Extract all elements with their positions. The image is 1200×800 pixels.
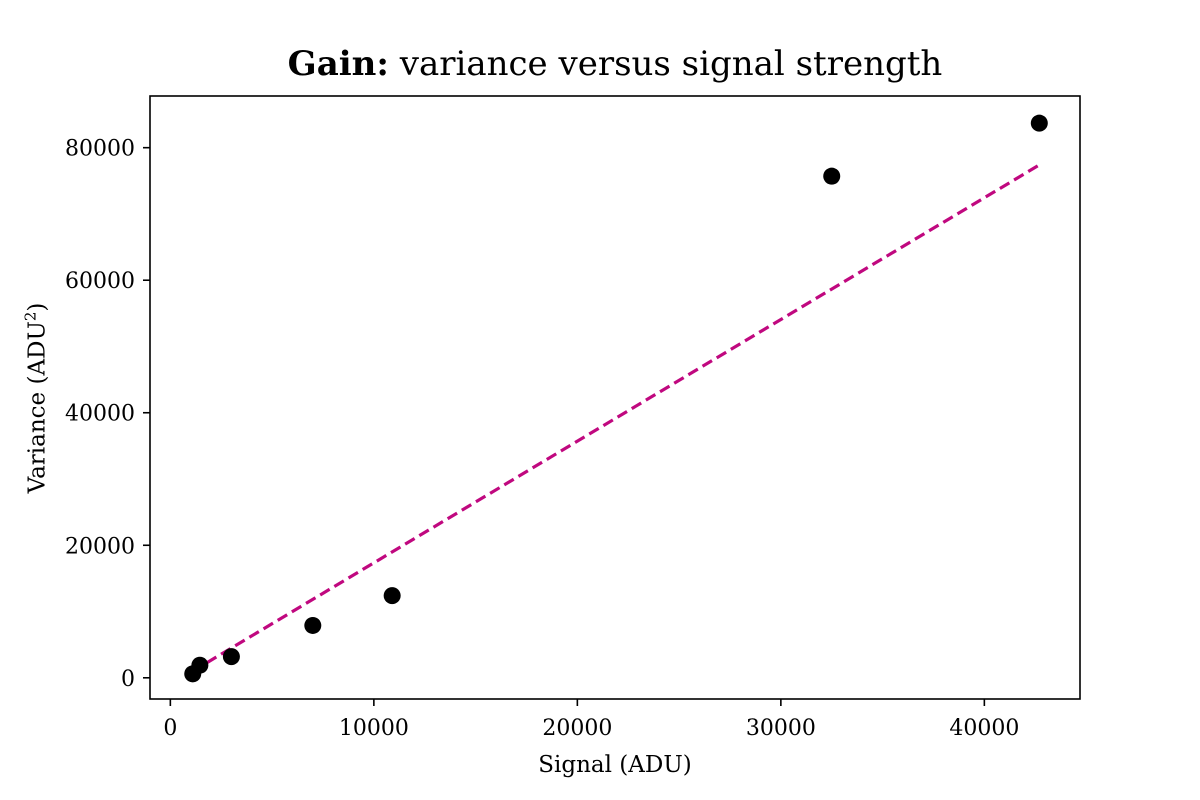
chart-title-bold: Gain: xyxy=(287,44,389,84)
y-axis-label: Variance (ADU2) xyxy=(22,303,51,494)
y-tick-label: 80000 xyxy=(65,137,135,162)
y-axis-label-main: Variance (ADU xyxy=(24,321,51,494)
x-tick-label: 40000 xyxy=(949,716,1019,741)
data-point xyxy=(191,656,209,674)
data-point xyxy=(304,616,322,634)
y-axis-label-end: ) xyxy=(24,302,51,312)
chart-title-rest: variance versus signal strength xyxy=(388,44,943,84)
data-point xyxy=(383,587,401,605)
y-ticks: 0 20000 40000 60000 80000 xyxy=(65,137,150,692)
y-tick-label: 20000 xyxy=(65,534,135,559)
data-point xyxy=(222,648,240,666)
y-axis-label-sup: 2 xyxy=(21,311,40,322)
x-ticks: 0 10000 20000 30000 40000 xyxy=(163,699,1019,741)
x-tick-label: 20000 xyxy=(542,716,612,741)
points-layer xyxy=(184,114,1048,683)
y-tick-label: 40000 xyxy=(65,402,135,427)
data-point xyxy=(823,167,841,185)
y-tick-label: 0 xyxy=(121,667,135,692)
x-axis-label: Signal (ADU) xyxy=(538,752,692,778)
y-tick-label: 60000 xyxy=(65,269,135,294)
chart-title: Gain: variance versus signal strength xyxy=(0,44,1200,84)
x-tick-label: 30000 xyxy=(746,716,816,741)
fit-line-layer xyxy=(191,163,1041,673)
data-point xyxy=(1030,114,1048,132)
fit-line xyxy=(191,163,1041,673)
plot-frame xyxy=(149,95,1081,700)
x-tick-label: 0 xyxy=(163,716,177,741)
x-tick-label: 10000 xyxy=(339,716,409,741)
